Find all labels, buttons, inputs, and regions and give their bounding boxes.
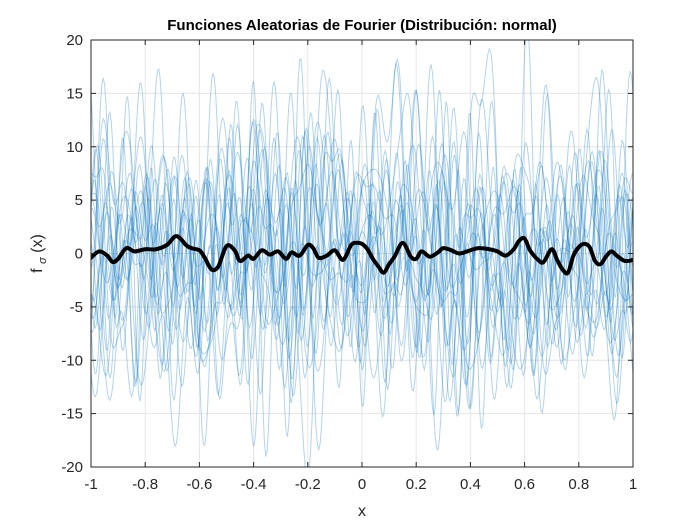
random-fourier-series — [91, 57, 633, 452]
random-fourier-series — [91, 67, 633, 401]
y-tick-label: 5 — [75, 192, 83, 209]
x-tick-label: -1 — [84, 476, 97, 493]
random-fourier-series — [91, 148, 633, 402]
random-fourier-series — [91, 101, 633, 447]
random-fourier-series — [91, 72, 633, 467]
x-tick-label: -0.2 — [295, 476, 321, 493]
random-fourier-series — [91, 47, 633, 447]
x-tick-label: 0.6 — [514, 476, 535, 493]
random-fourier-series — [91, 76, 633, 418]
x-tick-label: -0.4 — [241, 476, 267, 493]
x-tick-label: 1 — [629, 476, 637, 493]
x-axis-ticks: -1 -0.8 -0.6 -0.4 -0.2 0 0.2 0.4 0.6 0.8 1 — [84, 40, 637, 493]
x-tick-label: -0.6 — [186, 476, 212, 493]
y-axis-ticks: -20 -15 -10 -5 0 5 10 15 20 — [61, 32, 633, 476]
x-tick-label: 0.2 — [406, 476, 427, 493]
random-fourier-series — [91, 89, 633, 380]
x-tick-label: 0.8 — [568, 476, 589, 493]
random-fourier-series — [91, 82, 633, 403]
x-tick-label: -0.8 — [132, 476, 158, 493]
random-fourier-series — [91, 92, 633, 397]
y-tick-label: 15 — [66, 85, 83, 102]
random-fourier-series — [91, 134, 633, 372]
y-tick-label: 0 — [75, 246, 83, 263]
mean-series-line — [91, 234, 633, 276]
y-tick-label: -20 — [61, 459, 83, 476]
x-tick-label: 0.4 — [460, 476, 481, 493]
random-fourier-series — [91, 58, 633, 457]
y-axis-label-argument: (x) — [29, 234, 46, 253]
y-axis-label-subscript: σ — [37, 257, 49, 264]
random-fourier-series — [91, 77, 633, 401]
random-fourier-series — [91, 100, 633, 379]
y-tick-label: -5 — [70, 299, 83, 316]
random-fourier-series — [91, 61, 633, 451]
plot-area — [91, 40, 633, 467]
y-axis-label: f σ (x) — [29, 234, 50, 273]
y-tick-label: 10 — [66, 139, 83, 156]
y-axis-label-main: f — [29, 268, 46, 273]
y-tick-label: -10 — [61, 352, 83, 369]
y-tick-label: 20 — [66, 32, 83, 49]
y-tick-label: -15 — [61, 406, 83, 423]
random-fourier-series — [91, 40, 633, 415]
chart-title: Funciones Aleatorias de Fourier (Distrib… — [167, 17, 557, 34]
random-fourier-series — [91, 112, 633, 408]
x-axis-label: x — [358, 503, 366, 520]
random-fourier-series — [91, 110, 633, 378]
x-tick-label: 0 — [358, 476, 366, 493]
random-fourier-series — [91, 129, 633, 388]
